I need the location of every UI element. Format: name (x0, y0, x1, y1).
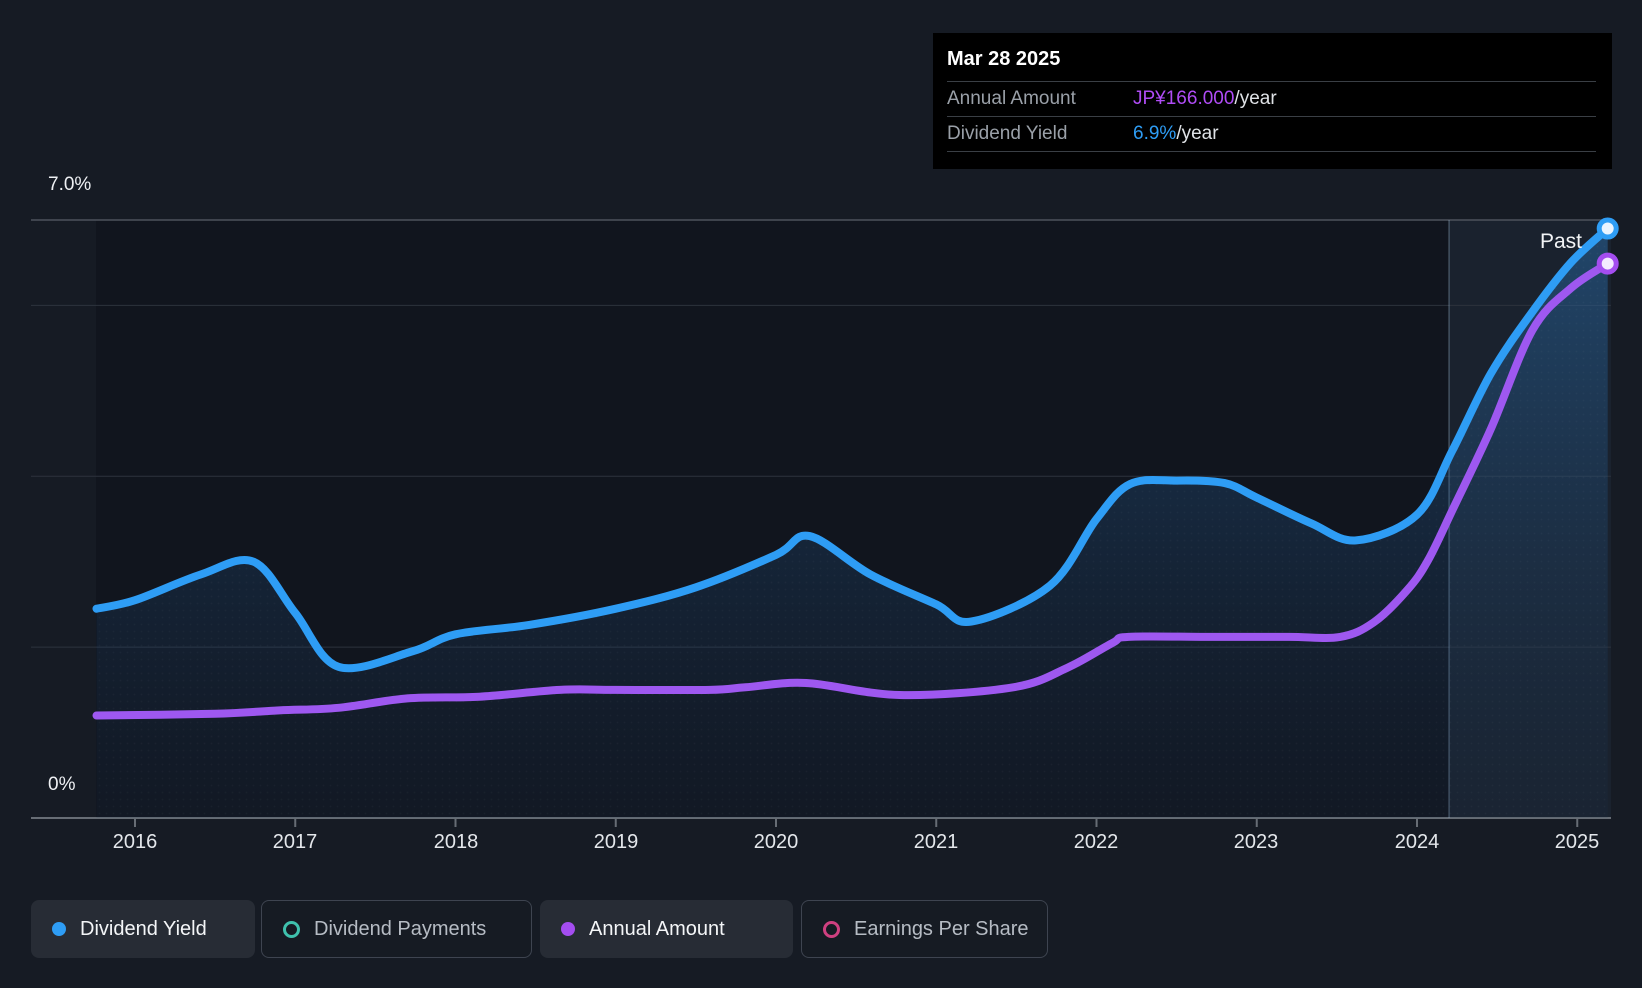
tooltip-dividend-yield-label: Dividend Yield (947, 123, 1068, 144)
annual-amount-end-marker (1596, 252, 1619, 275)
legend-label-annual-amount: Annual Amount (589, 917, 725, 940)
legend-label-dividend-payments: Dividend Payments (314, 917, 487, 940)
tooltip-dividend-yield-suffix: /year (1176, 123, 1219, 144)
x-tick-label-2019: 2019 (593, 831, 639, 853)
dividend-yield-end-marker (1596, 217, 1619, 240)
legend-button-dividend-payments[interactable]: Dividend Payments (261, 900, 532, 958)
dividend-yield-dot-icon (52, 922, 66, 936)
x-tick-label-2018: 2018 (433, 831, 479, 853)
tooltip-row-annual-amount: Annual Amount JP¥166.000 /year (947, 81, 1596, 116)
tooltip-row-dividend-yield: Dividend Yield 6.9% /year (947, 116, 1596, 151)
x-tick-label-2024: 2024 (1394, 831, 1440, 853)
annual-amount-dot-icon (561, 922, 575, 936)
earnings-per-share-ring-icon (823, 920, 840, 938)
dividend-payments-ring-icon (283, 920, 300, 938)
chart-tooltip: Mar 28 2025 Annual Amount JP¥166.000 /ye… (933, 33, 1612, 169)
tooltip-dividend-yield-value: 6.9% (1133, 123, 1177, 144)
tooltip-annual-amount-value: JP¥166.000 (1133, 88, 1235, 109)
x-tick-label-2017: 2017 (272, 831, 318, 853)
legend-button-earnings-per-share[interactable]: Earnings Per Share (801, 900, 1048, 958)
tooltip-date: Mar 28 2025 (947, 48, 1061, 70)
x-tick-label-2022: 2022 (1073, 831, 1119, 853)
x-tick-label-2021: 2021 (913, 831, 959, 853)
x-tick-label-2025: 2025 (1554, 831, 1600, 853)
x-tick-label-2016: 2016 (112, 831, 158, 853)
y-axis-bottom-label: 0% (48, 774, 76, 795)
dividend-yield-area-texture (96, 228, 1608, 818)
legend-button-annual-amount[interactable]: Annual Amount (540, 900, 793, 958)
tooltip-annual-amount-suffix: /year (1234, 88, 1277, 109)
annual-amount-line (92, 259, 1612, 720)
dividend-yield-line (92, 224, 1612, 673)
legend-button-dividend-yield[interactable]: Dividend Yield (31, 900, 255, 958)
legend-label-earnings-per-share: Earnings Per Share (854, 917, 1029, 940)
x-tick-label-2023: 2023 (1233, 831, 1279, 853)
past-label: Past (1540, 230, 1583, 253)
legend-label-dividend-yield: Dividend Yield (80, 917, 207, 940)
tooltip-bottom-rule (947, 151, 1596, 152)
x-tick-label-2020: 2020 (753, 831, 799, 853)
tooltip-annual-amount-label: Annual Amount (947, 88, 1076, 109)
y-axis-top-label: 7.0% (48, 174, 92, 195)
